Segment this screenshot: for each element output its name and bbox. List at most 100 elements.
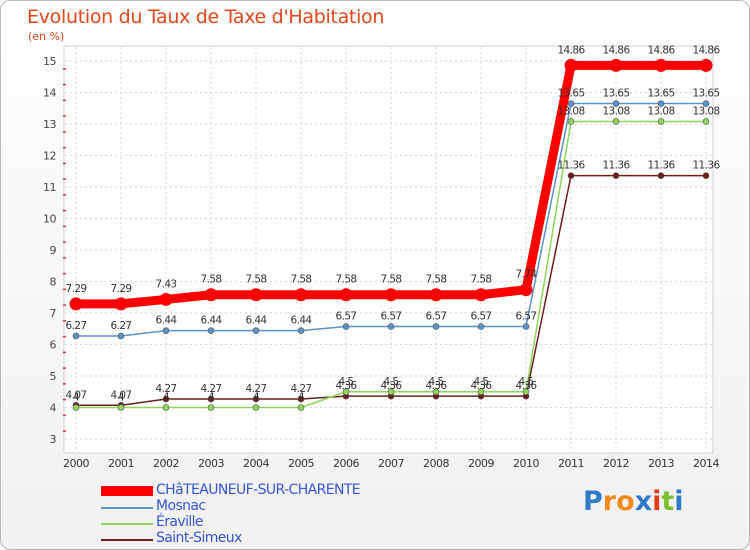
data-label: 11.36 bbox=[692, 160, 720, 172]
x-tick-label: 2001 bbox=[108, 457, 134, 470]
data-label: 4 bbox=[163, 392, 170, 404]
data-point bbox=[477, 388, 485, 396]
x-tick-label: 2005 bbox=[288, 457, 314, 470]
data-label: 4.07 bbox=[111, 389, 132, 401]
logo-letter: x bbox=[634, 486, 653, 517]
data-point bbox=[519, 283, 533, 297]
data-label: 4 bbox=[208, 392, 215, 404]
data-label: 13.65 bbox=[692, 88, 719, 100]
plot-area bbox=[63, 45, 714, 454]
y-tick-label: 7 bbox=[50, 307, 57, 320]
x-tick-label: 2013 bbox=[648, 457, 674, 470]
data-point bbox=[342, 388, 350, 396]
data-point bbox=[294, 288, 308, 302]
logo-letter: o bbox=[616, 486, 635, 517]
data-label: 4 bbox=[298, 392, 305, 404]
data-label: 7.58 bbox=[426, 274, 447, 286]
data-point bbox=[702, 100, 710, 107]
data-label: 4.5 bbox=[384, 376, 399, 388]
data-point bbox=[609, 58, 623, 72]
data-point bbox=[432, 388, 440, 396]
data-point bbox=[699, 58, 713, 72]
data-point bbox=[567, 172, 575, 179]
logo-letter: r bbox=[602, 486, 617, 517]
data-label: 6.44 bbox=[291, 315, 313, 327]
data-point bbox=[162, 404, 170, 411]
legend-swatch-chateauneuf bbox=[101, 486, 153, 496]
data-point bbox=[162, 327, 170, 334]
data-point bbox=[474, 288, 488, 302]
y-tick-label: 13 bbox=[43, 118, 56, 131]
data-point bbox=[432, 323, 440, 330]
data-label: 4.36 bbox=[381, 380, 403, 392]
legend-swatch-mosnac bbox=[101, 507, 153, 509]
data-label: 13.65 bbox=[602, 88, 629, 100]
data-point bbox=[387, 323, 395, 330]
data-label: 4 bbox=[73, 392, 80, 404]
chart-title: Evolution du Taux de Taxe d'Habitation bbox=[27, 6, 385, 28]
y-tick-label: 11 bbox=[43, 181, 56, 194]
data-label: 6.44 bbox=[246, 315, 268, 327]
data-label: 7.43 bbox=[156, 278, 177, 290]
data-point bbox=[477, 323, 485, 330]
data-point bbox=[522, 323, 530, 330]
data-label: 4.5 bbox=[474, 376, 489, 388]
data-label: 11.36 bbox=[602, 160, 630, 172]
data-label: 13.08 bbox=[602, 105, 629, 117]
data-label: 7.58 bbox=[201, 274, 222, 286]
x-tick-label: 2004 bbox=[243, 457, 269, 470]
data-label: 6.44 bbox=[156, 315, 178, 327]
data-label: 11.36 bbox=[647, 160, 675, 172]
data-label: 14.86 bbox=[557, 44, 585, 56]
data-point bbox=[72, 332, 80, 340]
data-point bbox=[207, 395, 215, 403]
data-point bbox=[297, 395, 305, 403]
x-tick-label: 2012 bbox=[603, 457, 629, 470]
data-label: 4.27 bbox=[156, 383, 177, 395]
legend-label-mosnac: Mosnac bbox=[156, 498, 206, 514]
data-label: 6.57 bbox=[426, 311, 447, 323]
data-point bbox=[567, 100, 575, 107]
data-point bbox=[567, 118, 575, 125]
data-label: 14.86 bbox=[647, 44, 675, 56]
data-label: 4.36 bbox=[426, 380, 448, 392]
data-point bbox=[657, 100, 665, 107]
data-point bbox=[249, 288, 263, 302]
data-label: 14.86 bbox=[602, 44, 630, 56]
data-label: 6.27 bbox=[111, 320, 132, 332]
data-label: 11.36 bbox=[557, 160, 585, 172]
data-point bbox=[657, 118, 665, 125]
y-tick-label: 4 bbox=[50, 402, 57, 415]
data-point bbox=[252, 327, 260, 334]
x-tick-label: 2000 bbox=[63, 457, 89, 470]
data-point bbox=[564, 58, 578, 72]
legend-label-eraville: Éraville bbox=[156, 514, 204, 530]
data-point bbox=[297, 404, 305, 411]
data-label: 7.29 bbox=[111, 283, 132, 295]
data-point bbox=[252, 404, 260, 411]
data-label: 7.58 bbox=[381, 274, 402, 286]
data-point bbox=[387, 388, 395, 396]
data-point bbox=[117, 332, 125, 340]
y-tick-label: 3 bbox=[50, 433, 57, 446]
x-tick-label: 2007 bbox=[378, 457, 404, 470]
data-label: 7.58 bbox=[291, 274, 312, 286]
data-label: 6.44 bbox=[201, 315, 223, 327]
data-point bbox=[384, 288, 398, 302]
logo-letter: i bbox=[674, 486, 684, 517]
x-tick-label: 2010 bbox=[513, 457, 539, 470]
data-label: 4.36 bbox=[336, 380, 358, 392]
data-point bbox=[114, 297, 128, 311]
data-point bbox=[297, 327, 305, 334]
x-tick-label: 2014 bbox=[693, 457, 719, 470]
logo-letter: t bbox=[661, 486, 675, 517]
legend-swatch-saint-simeux bbox=[101, 539, 153, 541]
data-point bbox=[702, 118, 710, 125]
x-tick-label: 2009 bbox=[468, 457, 494, 470]
data-point bbox=[702, 172, 710, 179]
data-point bbox=[162, 395, 170, 403]
data-point bbox=[339, 288, 353, 302]
y-tick-label: 6 bbox=[50, 339, 57, 352]
y-tick-label: 15 bbox=[43, 55, 56, 68]
